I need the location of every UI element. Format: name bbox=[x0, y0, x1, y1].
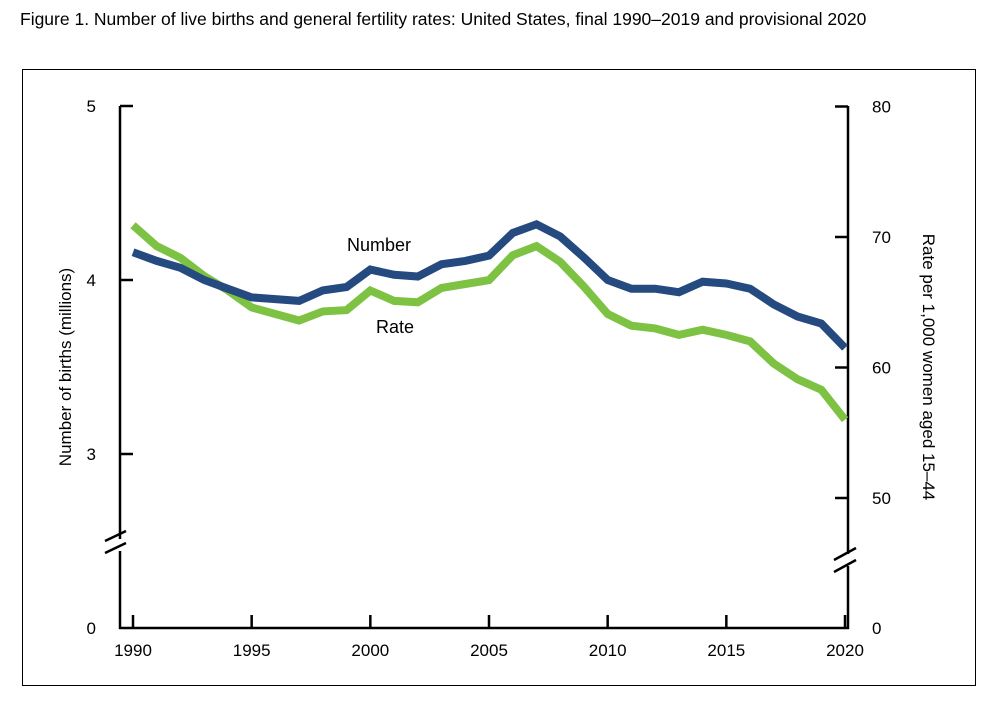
x-axis-tick-label: 2005 bbox=[470, 641, 508, 660]
y-axis-right-tick-label: 80 bbox=[872, 98, 891, 117]
x-axis-tick-label: 2020 bbox=[826, 641, 864, 660]
y-axis-left-tick-label: 4 bbox=[87, 271, 96, 290]
y-axis-left-title: Number of births (millions) bbox=[56, 268, 75, 466]
x-axis-tick-label: 2010 bbox=[589, 641, 627, 660]
y-axis-left-tick-label: 0 bbox=[87, 619, 96, 638]
y-axis-right-break-mark bbox=[833, 546, 857, 562]
chart-frame bbox=[22, 69, 976, 686]
x-axis-tick-label: 2000 bbox=[351, 641, 389, 660]
y-axis-left-tick-label: 5 bbox=[87, 97, 96, 116]
y-axis-right-tick-label: 60 bbox=[872, 359, 891, 378]
series-line-number bbox=[131, 219, 848, 351]
figure-title: Figure 1. Number of live births and gene… bbox=[20, 9, 867, 29]
y-axis-left-break-mark bbox=[104, 529, 127, 543]
y-axis-right-break-mark bbox=[833, 558, 857, 574]
series-line-rate bbox=[130, 222, 849, 423]
y-axis-right-tick-label: 70 bbox=[872, 228, 891, 247]
y-axis-right-title: Rate per 1,000 women aged 15–44 bbox=[919, 234, 938, 501]
series-label-rate: Rate bbox=[376, 317, 414, 337]
x-axis-tick-label: 1990 bbox=[114, 641, 152, 660]
x-axis-tick-label: 2015 bbox=[707, 641, 745, 660]
y-axis-left-tick-label: 3 bbox=[87, 445, 96, 464]
y-axis-left-break-mark bbox=[104, 541, 127, 555]
series-layer bbox=[130, 219, 849, 423]
y-axis-right-tick-label: 50 bbox=[872, 489, 891, 508]
series-label-number: Number bbox=[347, 235, 411, 255]
y-axis-right-tick-label: 0 bbox=[872, 619, 881, 638]
x-axis-tick-label: 1995 bbox=[233, 641, 271, 660]
